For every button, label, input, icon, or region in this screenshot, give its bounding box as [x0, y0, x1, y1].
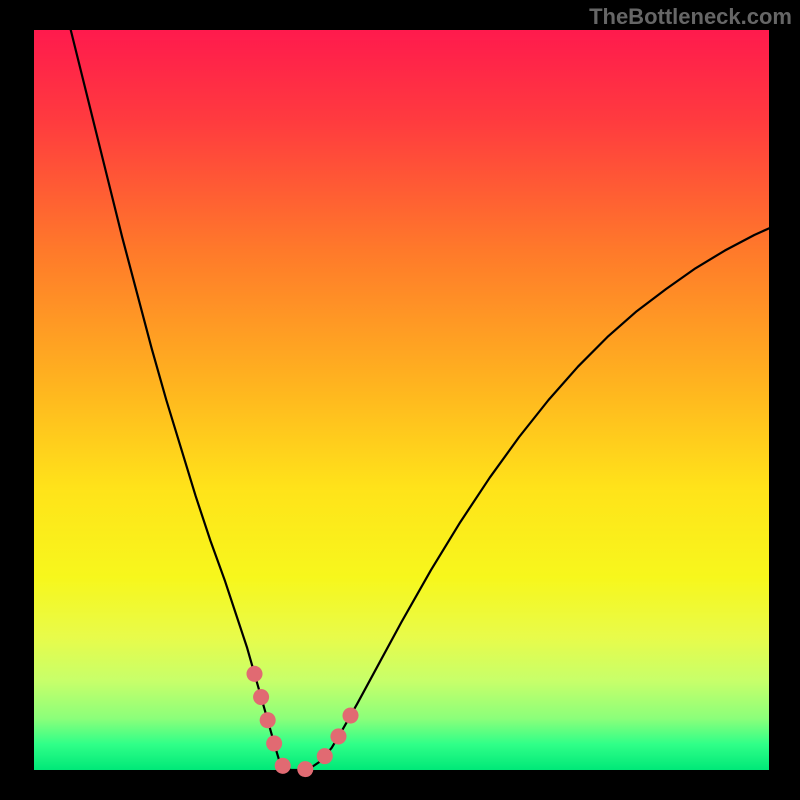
curve-layer [34, 30, 769, 770]
bottleneck-curve-left [71, 30, 292, 770]
chart-container: TheBottleneck.com [0, 0, 800, 800]
bottleneck-curve-right [291, 228, 769, 770]
watermark-label: TheBottleneck.com [589, 4, 792, 30]
pink-highlight [255, 674, 358, 770]
plot-area [34, 30, 769, 770]
